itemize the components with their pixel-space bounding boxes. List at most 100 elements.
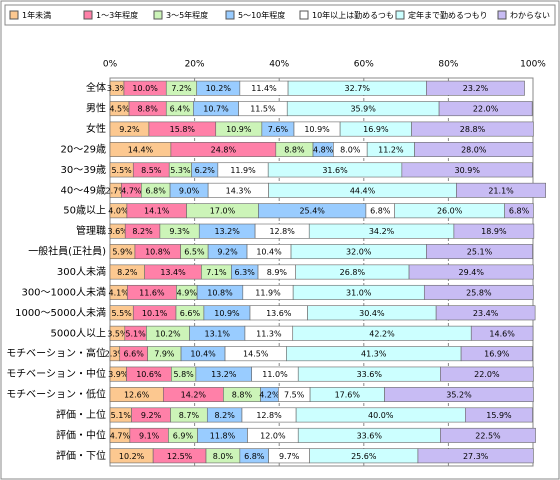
value-label: 4.0%	[108, 207, 129, 216]
value-label: 11.9%	[255, 288, 281, 297]
value-label: 14.2%	[181, 391, 207, 400]
x-tick-label: 40%	[269, 60, 289, 70]
legend-label: 5～10年程度	[238, 10, 285, 20]
legend-label: 1～3年程度	[96, 10, 138, 20]
bar-segment	[456, 182, 546, 198]
bar-segment	[417, 448, 534, 464]
y-tick-label: 男性	[86, 102, 106, 115]
value-label: 23.4%	[473, 309, 499, 318]
value-label: 4.8%	[313, 145, 334, 154]
bar-segment	[423, 284, 534, 300]
value-label: 8.8%	[284, 145, 305, 154]
legend-swatch	[83, 10, 93, 20]
bar-segment	[414, 142, 534, 157]
x-tick-label: 80%	[438, 60, 458, 70]
value-label: 2.7%	[106, 186, 127, 195]
y-tick-label: 評価・中位	[56, 428, 106, 441]
value-label: 5.1%	[125, 329, 146, 338]
bar-segment	[440, 366, 534, 382]
value-label: 8.2%	[117, 268, 138, 277]
value-label: 17.0%	[210, 207, 236, 216]
value-label: 25.1%	[467, 248, 493, 257]
value-label: 26.0%	[437, 207, 463, 216]
bar-segment	[453, 223, 535, 239]
value-label: 5.3%	[170, 166, 191, 175]
value-label: 12.8%	[256, 411, 282, 420]
bar-segment	[460, 346, 533, 362]
value-label: 4.2%	[259, 391, 280, 400]
value-label: 28.8%	[460, 125, 486, 134]
value-label: 41.3%	[361, 350, 387, 359]
legend-label: 定年まで勤めるつもり	[408, 10, 488, 20]
value-label: 14.1%	[144, 207, 170, 216]
y-tick-label: 女性	[86, 122, 106, 135]
x-tick-label: 0%	[103, 60, 118, 70]
value-label: 10.9%	[304, 125, 330, 134]
value-label: 8.0%	[213, 452, 234, 461]
value-label: 35.9%	[350, 105, 376, 114]
value-label: 3.6%	[107, 227, 128, 236]
value-label: 10.2%	[206, 84, 232, 93]
value-label: 7.6%	[268, 125, 289, 134]
y-tick-label: 50歳以上	[63, 205, 106, 217]
value-label: 9.2%	[217, 248, 238, 257]
value-label: 16.9%	[363, 125, 389, 134]
value-label: 21.1%	[488, 186, 514, 195]
value-label: 11.9%	[230, 166, 256, 175]
value-label: 18.9%	[481, 227, 507, 236]
value-label: 40.0%	[368, 411, 394, 420]
bar-segment	[438, 101, 533, 117]
value-label: 9.3%	[169, 227, 190, 236]
y-tick-label: 300～1000人未満	[21, 286, 106, 298]
value-label: 6.9%	[173, 431, 194, 440]
value-label: 24.8%	[211, 145, 237, 154]
value-label: 14.3%	[226, 186, 252, 195]
value-label: 15.8%	[170, 125, 196, 134]
value-label: 6.8%	[146, 186, 167, 195]
y-tick-label: 40～49歳	[61, 184, 106, 196]
value-label: 31.0%	[346, 288, 372, 297]
value-label: 13.2%	[214, 227, 240, 236]
bar-segment	[470, 325, 534, 341]
legend-label: 1年未満	[22, 10, 51, 20]
value-label: 6.2%	[195, 166, 216, 175]
value-label: 10.0%	[132, 84, 158, 93]
y-tick-label: 全体	[86, 81, 106, 94]
value-label: 23.2%	[463, 84, 489, 93]
value-label: 6.8%	[370, 207, 391, 216]
value-label: 4.1%	[109, 288, 130, 297]
legend-swatch	[225, 10, 235, 20]
value-label: 10.9%	[214, 309, 240, 318]
value-label: 7.1%	[206, 268, 227, 277]
value-label: 42.2%	[369, 329, 395, 338]
value-label: 10.8%	[207, 288, 233, 297]
value-label: 22.5%	[475, 431, 501, 440]
value-label: 8.9%	[267, 268, 288, 277]
value-label: 5.9%	[112, 248, 133, 257]
value-label: 6.8%	[244, 452, 265, 461]
value-label: 7.9%	[154, 350, 175, 359]
y-tick-label: 評価・上位	[56, 408, 106, 421]
value-label: 11.0%	[262, 370, 288, 379]
value-label: 14.4%	[128, 145, 154, 154]
y-tick-label: 評価・下位	[56, 449, 106, 462]
bar-segment	[465, 407, 533, 423]
x-tick-label: 20%	[185, 60, 205, 70]
value-label: 5.1%	[111, 411, 132, 420]
y-tick-label: 一般社員(正社員)	[28, 245, 106, 258]
value-label: 4.7%	[121, 186, 142, 195]
value-label: 11.8%	[210, 431, 236, 440]
value-label: 4.5%	[109, 105, 130, 114]
value-label: 32.0%	[346, 248, 372, 257]
value-label: 11.4%	[251, 84, 277, 93]
value-label: 2.3%	[105, 350, 126, 359]
value-label: 8.0%	[340, 145, 361, 154]
value-label: 9.1%	[139, 431, 160, 440]
value-label: 33.6%	[357, 431, 383, 440]
legend-label: わからない	[510, 11, 550, 20]
value-label: 8.7%	[179, 411, 200, 420]
value-label: 3.5%	[107, 329, 128, 338]
y-tick-label: 300人未満	[57, 266, 106, 278]
bar-segment	[411, 121, 534, 137]
